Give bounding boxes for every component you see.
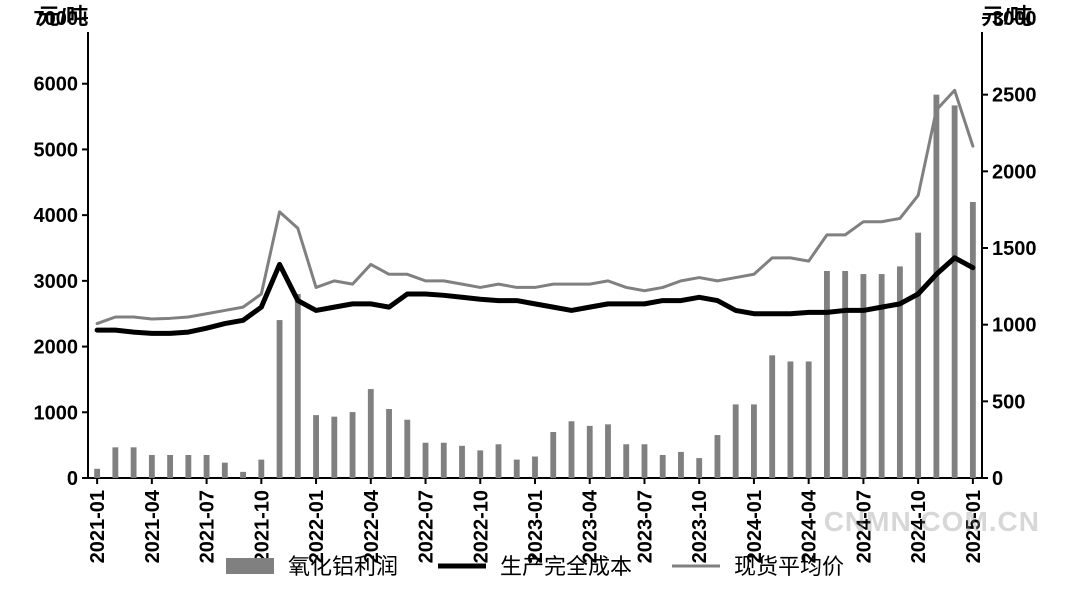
svg-text:3000: 3000 (992, 8, 1037, 30)
svg-text:2500: 2500 (992, 85, 1037, 107)
svg-text:2024-04: 2024-04 (799, 489, 821, 563)
svg-text:4000: 4000 (34, 205, 79, 227)
svg-text:氧化铝利润: 氧化铝利润 (288, 554, 398, 579)
svg-text:500: 500 (992, 391, 1025, 413)
svg-text:2023-04: 2023-04 (580, 489, 602, 563)
svg-text:现货平均价: 现货平均价 (734, 554, 844, 579)
svg-text:2024-10: 2024-10 (908, 490, 930, 563)
svg-text:3000: 3000 (34, 271, 79, 293)
svg-text:5000: 5000 (34, 139, 79, 161)
svg-text:2021-07: 2021-07 (197, 490, 219, 563)
svg-text:2024-07: 2024-07 (853, 490, 875, 563)
svg-text:2023-01: 2023-01 (525, 490, 547, 563)
svg-text:2021-01: 2021-01 (87, 490, 109, 563)
combo-chart: 元/吨元/吨0100020003000400050006000700005001… (0, 0, 1070, 598)
svg-text:生产完全成本: 生产完全成本 (500, 554, 632, 579)
svg-text:0: 0 (992, 468, 1003, 490)
svg-text:2000: 2000 (992, 161, 1037, 183)
svg-text:2023-07: 2023-07 (634, 490, 656, 563)
svg-text:2023-10: 2023-10 (689, 490, 711, 563)
svg-text:2021-10: 2021-10 (251, 490, 273, 563)
svg-text:1500: 1500 (992, 238, 1037, 260)
svg-text:2025-01: 2025-01 (963, 490, 985, 563)
svg-text:0: 0 (67, 468, 78, 490)
svg-text:2022-04: 2022-04 (361, 489, 383, 563)
svg-text:2021-04: 2021-04 (142, 489, 164, 563)
svg-text:2000: 2000 (34, 337, 79, 359)
svg-text:2024-01: 2024-01 (744, 490, 766, 563)
svg-text:1000: 1000 (34, 402, 79, 424)
svg-text:6000: 6000 (34, 74, 79, 96)
svg-text:7000: 7000 (34, 8, 79, 30)
svg-text:2022-01: 2022-01 (306, 490, 328, 563)
svg-text:2022-10: 2022-10 (470, 490, 492, 563)
svg-text:2022-07: 2022-07 (416, 490, 438, 563)
svg-text:1000: 1000 (992, 315, 1037, 337)
